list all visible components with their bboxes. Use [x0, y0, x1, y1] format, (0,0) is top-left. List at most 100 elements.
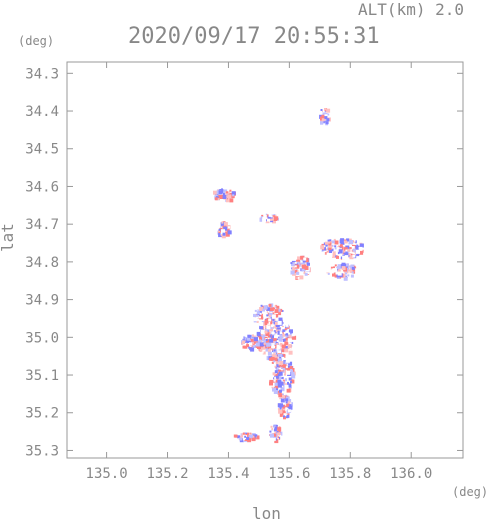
- echo-cell: [304, 272, 308, 276]
- echo-cell: [273, 379, 276, 382]
- echo-cell: [278, 315, 281, 318]
- echo-cell: [305, 270, 310, 275]
- echo-cell: [279, 343, 284, 348]
- echo-cell: [223, 222, 228, 227]
- echo-cell: [278, 399, 282, 403]
- echo-cell: [284, 361, 288, 365]
- echo-cell: [255, 435, 260, 440]
- echo-cell: [324, 118, 327, 121]
- echo-cell: [261, 345, 266, 350]
- echo-cell: [351, 246, 355, 249]
- echo-cell: [273, 343, 276, 346]
- echo-cell: [239, 437, 243, 441]
- echo-cell: [249, 334, 254, 339]
- echo-cell: [271, 314, 276, 319]
- echo-cell: [275, 348, 279, 352]
- echo-cell: [282, 333, 286, 337]
- echo-cell: [260, 333, 263, 336]
- echo-cell: [273, 425, 276, 428]
- y-tick-label: 35.1: [25, 368, 59, 384]
- echo-cell: [275, 375, 279, 379]
- echo-cell: [320, 245, 325, 250]
- echo-cell: [266, 314, 269, 317]
- echo-cell: [275, 306, 278, 309]
- echo-cell: [283, 331, 286, 334]
- y-tick-label: 34.9: [25, 293, 59, 309]
- echo-cell: [217, 226, 220, 229]
- echo-cell: [282, 363, 287, 368]
- echo-cell: [332, 249, 335, 252]
- echo-cell: [274, 334, 278, 339]
- echo-cell: [249, 342, 252, 346]
- echo-cell: [261, 330, 265, 334]
- echo-cell: [283, 413, 287, 417]
- echo-cell: [271, 325, 273, 328]
- echo-cell: [276, 305, 280, 309]
- echo-cell: [282, 322, 284, 324]
- echo-cell: [289, 342, 292, 345]
- echo-cell: [243, 438, 245, 441]
- echo-cell: [246, 340, 250, 343]
- echo-cell: [271, 336, 274, 339]
- x-tick-label: 135.2: [146, 466, 188, 482]
- echo-cell: [254, 309, 257, 312]
- echo-cell: [272, 312, 275, 315]
- echo-cell: [269, 430, 272, 433]
- echo-cell: [221, 234, 226, 239]
- echo-cell: [290, 270, 295, 275]
- echo-cell: [237, 435, 241, 439]
- echo-cell: [249, 347, 253, 351]
- echo-cell: [267, 218, 270, 222]
- echo-cell: [226, 195, 229, 198]
- echo-cell: [334, 245, 337, 248]
- echo-cell: [265, 339, 270, 344]
- echo-cell: [343, 276, 348, 281]
- plot-frame: [66, 61, 464, 459]
- echo-cell: [254, 337, 258, 342]
- echo-cell: [278, 434, 282, 438]
- echo-cell: [225, 199, 229, 203]
- echo-cell: [261, 334, 266, 339]
- echo-cell: [287, 367, 290, 371]
- echo-cell: [260, 342, 265, 347]
- echo-cell: [247, 432, 249, 435]
- echo-cell: [283, 384, 286, 387]
- echo-cell: [282, 379, 285, 382]
- echo-cell: [221, 188, 223, 191]
- echo-cell: [339, 244, 343, 248]
- echo-cell: [254, 335, 257, 338]
- echo-cell: [274, 305, 277, 308]
- echo-cell: [274, 365, 277, 368]
- echo-cell: [277, 350, 282, 355]
- echo-cell: [319, 111, 323, 115]
- echo-cell: [253, 317, 258, 322]
- echo-cell: [329, 269, 332, 272]
- echo-cell: [346, 263, 349, 267]
- y-tick-label: 35.3: [25, 443, 59, 459]
- echo-cell: [263, 340, 268, 345]
- echo-cell: [345, 272, 347, 275]
- echo-cell: [257, 339, 262, 344]
- echo-cell: [355, 245, 360, 250]
- echo-cell: [274, 370, 278, 374]
- echo-cell: [269, 381, 273, 386]
- echo-cell: [252, 345, 256, 348]
- echo-cell: [273, 428, 277, 432]
- echo-cell: [348, 271, 353, 276]
- echo-cell: [221, 221, 224, 224]
- echo-cell: [290, 381, 292, 384]
- axis-ticks: 135.0 135.2 135.4 135.6 135.8 136.0 35.3 35.2 35…: [25, 62, 463, 482]
- echo-cell: [338, 249, 343, 254]
- echo-cell: [343, 247, 348, 252]
- echo-cell: [324, 116, 328, 120]
- echo-cell: [272, 437, 276, 441]
- echo-cell: [215, 196, 220, 201]
- echo-cell: [290, 369, 293, 373]
- echo-cell: [287, 383, 291, 388]
- echo-cell: [271, 344, 276, 349]
- echo-cell: [339, 268, 344, 273]
- echo-cell: [271, 430, 275, 434]
- echo-cell: [245, 340, 248, 343]
- echo-cell: [270, 356, 275, 361]
